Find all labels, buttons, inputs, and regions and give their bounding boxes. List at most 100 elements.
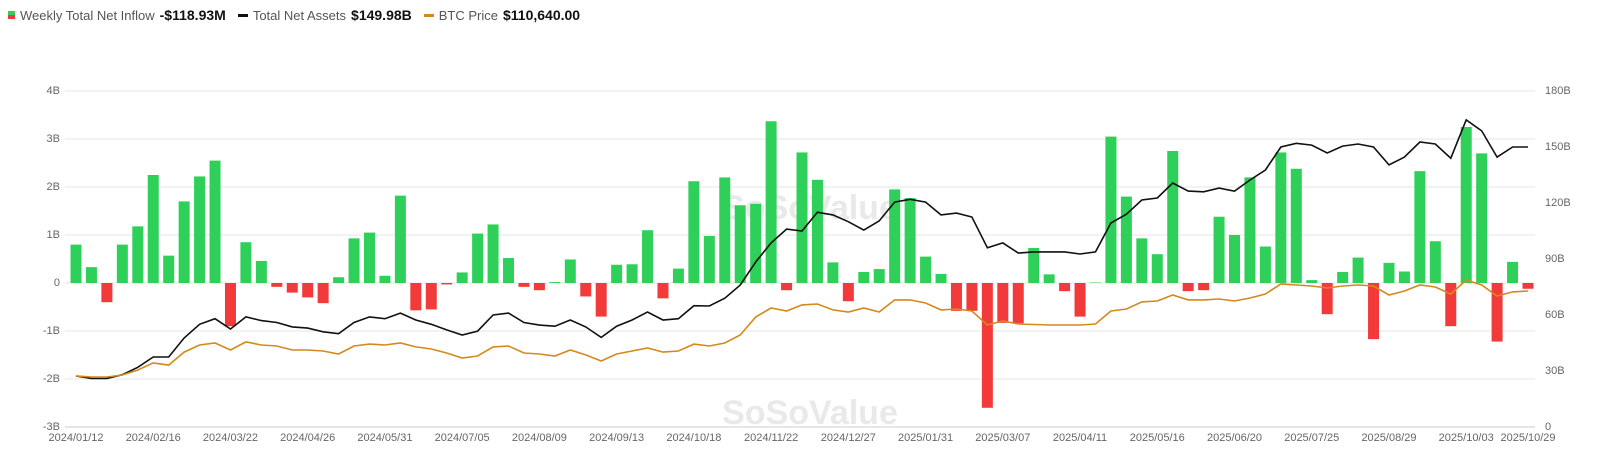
bar [966, 283, 978, 311]
y2-tick-label: 120B [1545, 197, 1571, 209]
bar [363, 232, 375, 283]
bar [580, 283, 592, 297]
bar [441, 283, 453, 285]
y2-tick-label: 30B [1545, 365, 1565, 377]
legend-item: Weekly Total Net Inflow -$118.93M [8, 7, 226, 23]
y2-tick-label: 60B [1545, 309, 1565, 321]
bar [950, 283, 962, 311]
bar [873, 269, 885, 283]
legend-item: BTC Price $110,640.00 [423, 7, 581, 23]
bar [132, 226, 144, 283]
bar [981, 283, 993, 408]
legend-icon [8, 11, 15, 19]
bar [317, 283, 329, 304]
legend-value: $110,640.00 [502, 7, 581, 23]
y-tick-label: 1B [47, 229, 60, 241]
x-tick-label: 2025/06/20 [1207, 432, 1262, 444]
bar [858, 271, 870, 283]
watermark: SoSoValue [722, 394, 898, 432]
x-tick-label: 2024/07/05 [435, 432, 490, 444]
bar [1290, 168, 1302, 283]
bar [333, 277, 345, 283]
legend-name: Weekly Total Net Inflow [20, 7, 155, 23]
bar [101, 283, 113, 303]
x-tick-label: 2025/01/31 [898, 432, 953, 444]
x-tick-label: 2024/05/31 [357, 432, 412, 444]
bar [935, 273, 947, 283]
y2-tick-label: 150B [1545, 141, 1571, 153]
legend-icon [237, 13, 248, 17]
y-tick-label: -3B [43, 421, 60, 433]
bar [657, 283, 669, 299]
bar [1105, 136, 1117, 283]
bar [379, 275, 391, 283]
legend-name: BTC Price [438, 7, 498, 23]
bar [595, 283, 607, 317]
bar [1368, 283, 1380, 340]
bar [1028, 247, 1040, 283]
legend: Weekly Total Net Inflow -$118.93M Total Ne… [8, 7, 580, 23]
bar [750, 203, 762, 283]
bar [1491, 283, 1503, 342]
bar [240, 242, 252, 283]
x-tick-label: 2024/12/27 [821, 432, 876, 444]
bar [997, 283, 1009, 323]
bar [348, 238, 360, 283]
legend-item: Total Net Assets $149.98B [237, 7, 412, 23]
bar [734, 205, 746, 283]
x-tick-label: 2024/11/22 [744, 432, 798, 444]
bar [147, 175, 159, 283]
bar [703, 235, 715, 283]
bar [286, 283, 298, 293]
bar [1337, 271, 1349, 283]
bar [194, 176, 206, 283]
bar [1445, 283, 1457, 327]
bar [1213, 216, 1225, 283]
legend-value: -$118.93M [159, 7, 226, 23]
bar [796, 152, 808, 283]
bar [472, 233, 484, 283]
x-tick-label: 2025/05/16 [1130, 432, 1185, 444]
x-tick-label: 2024/10/18 [666, 432, 721, 444]
x-tick-label: 2025/07/25 [1284, 432, 1339, 444]
bar [1460, 127, 1472, 283]
y-tick-label: 4B [47, 85, 60, 97]
x-tick-label: 2025/10/29 [1500, 432, 1555, 444]
x-tick-label: 2025/10/03 [1439, 432, 1494, 444]
bar [503, 258, 515, 283]
bar [1167, 151, 1179, 283]
x-tick-label: 2025/04/11 [1053, 432, 1107, 444]
bar [1182, 283, 1194, 292]
bar [642, 230, 654, 283]
bar [1074, 283, 1086, 317]
bar [1429, 241, 1441, 283]
bar [889, 189, 901, 283]
bar [255, 260, 267, 283]
bar [1198, 283, 1210, 291]
bar [1151, 254, 1163, 283]
bar [672, 268, 684, 283]
bar [487, 224, 499, 283]
bar [163, 255, 175, 283]
bar [1321, 283, 1333, 315]
bar [765, 121, 777, 284]
bar [781, 283, 793, 291]
bar [1229, 235, 1241, 283]
x-tick-label: 2024/02/16 [126, 432, 181, 444]
bar [209, 160, 221, 283]
x-tick-label: 2024/01/12 [48, 432, 103, 444]
bar [425, 283, 437, 310]
bar [70, 244, 82, 283]
x-tick-label: 2024/04/26 [280, 432, 335, 444]
x-tick-label: 2024/03/22 [203, 432, 258, 444]
y-tick-label: 3B [47, 133, 60, 145]
bar [1414, 171, 1426, 283]
bar [518, 283, 530, 287]
bar [1043, 274, 1055, 283]
bar [1244, 177, 1256, 283]
bar [178, 201, 190, 283]
y2-tick-label: 90B [1545, 253, 1565, 265]
bar [1507, 261, 1519, 283]
bar [1059, 283, 1071, 292]
